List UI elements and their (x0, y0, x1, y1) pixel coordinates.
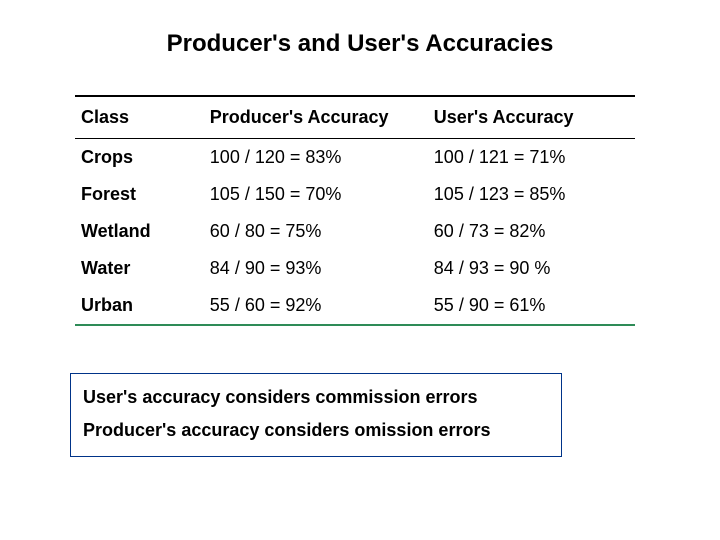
accuracy-table-wrap: Class Producer's Accuracy User's Accurac… (75, 95, 635, 326)
notes-box: User's accuracy considers commission err… (70, 373, 562, 457)
table-row: Crops 100 / 120 = 83% 100 / 121 = 71% (75, 139, 635, 177)
column-header-users: User's Accuracy (428, 96, 635, 139)
note-users-accuracy: User's accuracy considers commission err… (83, 384, 549, 411)
cell-class: Crops (75, 139, 204, 177)
table-body: Crops 100 / 120 = 83% 100 / 121 = 71% Fo… (75, 139, 635, 326)
page-title: Producer's and User's Accuracies (0, 30, 720, 58)
cell-users: 55 / 90 = 61% (428, 287, 635, 325)
column-header-class: Class (75, 96, 204, 139)
cell-users: 100 / 121 = 71% (428, 139, 635, 177)
cell-class: Water (75, 250, 204, 287)
cell-class: Wetland (75, 213, 204, 250)
cell-producers: 100 / 120 = 83% (204, 139, 428, 177)
table-row: Urban 55 / 60 = 92% 55 / 90 = 61% (75, 287, 635, 325)
table-row: Water 84 / 90 = 93% 84 / 93 = 90 % (75, 250, 635, 287)
note-producers-accuracy: Producer's accuracy considers omission e… (83, 417, 549, 444)
accuracy-table: Class Producer's Accuracy User's Accurac… (75, 95, 635, 326)
cell-users: 84 / 93 = 90 % (428, 250, 635, 287)
cell-producers: 55 / 60 = 92% (204, 287, 428, 325)
cell-class: Forest (75, 176, 204, 213)
column-header-producers: Producer's Accuracy (204, 96, 428, 139)
cell-producers: 60 / 80 = 75% (204, 213, 428, 250)
table-row: Forest 105 / 150 = 70% 105 / 123 = 85% (75, 176, 635, 213)
table-row: Wetland 60 / 80 = 75% 60 / 73 = 82% (75, 213, 635, 250)
table-header: Class Producer's Accuracy User's Accurac… (75, 96, 635, 139)
cell-class: Urban (75, 287, 204, 325)
cell-producers: 105 / 150 = 70% (204, 176, 428, 213)
cell-users: 60 / 73 = 82% (428, 213, 635, 250)
cell-users: 105 / 123 = 85% (428, 176, 635, 213)
cell-producers: 84 / 90 = 93% (204, 250, 428, 287)
